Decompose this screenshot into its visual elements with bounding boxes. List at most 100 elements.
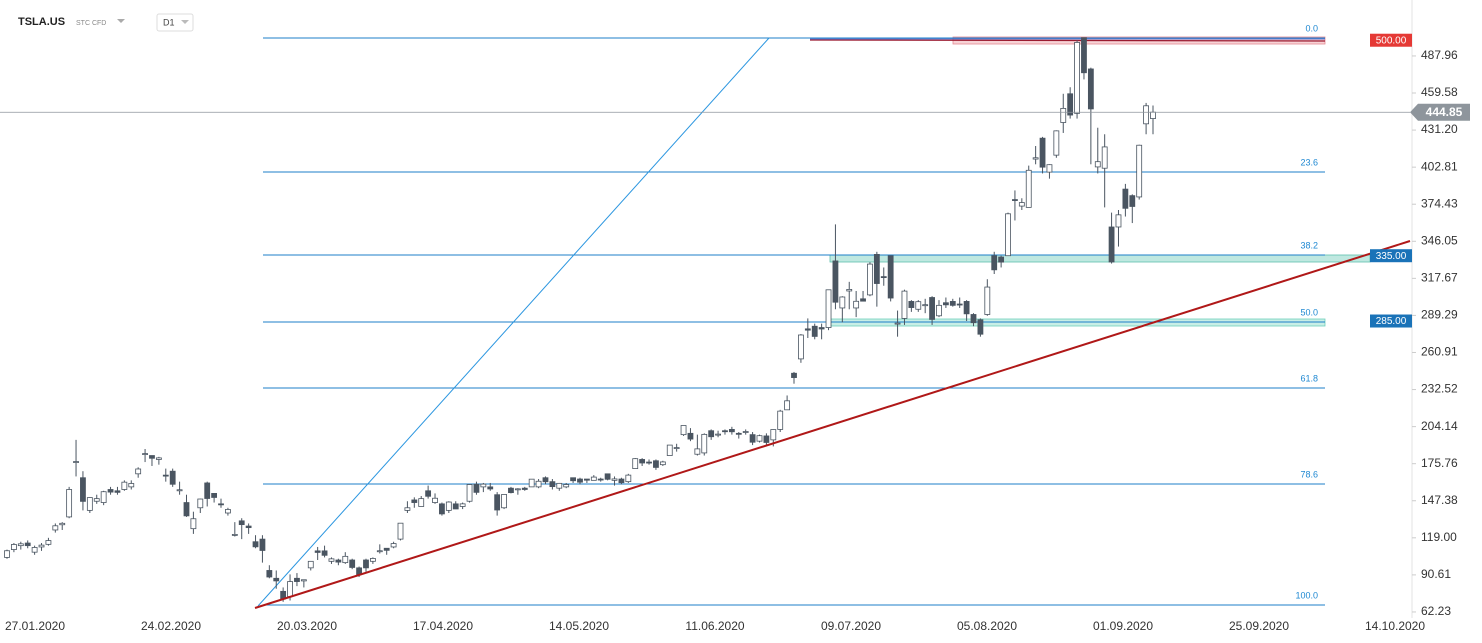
fib-label: 78.6 <box>1300 469 1318 479</box>
candle-body <box>1053 130 1060 156</box>
candle-body <box>1081 37 1087 74</box>
resistance-line <box>809 39 1326 42</box>
candle-body <box>259 538 266 551</box>
dropdown-arrow[interactable] <box>181 20 189 24</box>
candle-body <box>238 520 245 526</box>
candle-body <box>176 489 183 492</box>
candle-body <box>784 400 791 411</box>
candle-body <box>936 304 942 317</box>
candle-body <box>949 301 956 306</box>
candle-body <box>86 497 93 511</box>
candle-body <box>494 494 501 511</box>
support-zone <box>829 254 1371 263</box>
x-tick-label: 09.07.2020 <box>821 619 881 633</box>
candle-body <box>363 559 369 569</box>
x-tick-label: 17.04.2020 <box>413 619 473 633</box>
candle-body <box>735 432 742 435</box>
candle-body <box>307 560 314 569</box>
last-price-label: 444.85 <box>1426 105 1463 119</box>
candle-body <box>646 461 652 464</box>
candle-body <box>590 476 597 481</box>
candle-body <box>1012 199 1018 201</box>
candle-body <box>266 570 273 578</box>
candle-body <box>1060 107 1067 123</box>
candle-body <box>1094 161 1101 168</box>
candle-body <box>825 289 832 328</box>
interval[interactable]: D1 <box>163 17 175 27</box>
candle-body <box>197 498 204 509</box>
candle-body <box>673 447 680 449</box>
candle-body <box>908 301 915 308</box>
price-tag-label: 285.00 <box>1376 316 1407 327</box>
candle-body <box>287 581 293 597</box>
fib-label: 23.6 <box>1300 157 1318 167</box>
candle-body <box>991 255 998 271</box>
y-tick-label: 232.52 <box>1421 382 1458 396</box>
fib-trend <box>257 37 770 607</box>
candle-body <box>404 507 411 511</box>
candle-body <box>832 260 839 303</box>
candle-body <box>1039 137 1046 168</box>
candle-body <box>956 303 963 306</box>
candle-body <box>846 289 853 292</box>
candle-body <box>880 276 887 279</box>
candle-body <box>742 431 749 433</box>
candle-body <box>929 297 935 320</box>
last-price-tag <box>1410 103 1470 121</box>
candle-body <box>142 453 148 455</box>
x-tick-label: 20.03.2020 <box>277 619 337 633</box>
y-tick-label: 317.67 <box>1421 271 1458 285</box>
candle-body <box>80 477 86 502</box>
candle-body <box>618 478 625 484</box>
candle-body <box>632 458 639 469</box>
candle-body <box>73 461 79 463</box>
candle-body <box>121 481 128 490</box>
candle-body <box>728 429 735 433</box>
candle-body <box>666 444 673 456</box>
x-tick-label: 14.05.2020 <box>549 619 609 633</box>
candle-body <box>514 488 521 491</box>
candle-body <box>211 493 218 498</box>
x-tick-label: 27.01.2020 <box>5 619 65 633</box>
candle-body <box>169 470 176 485</box>
candle-body <box>397 522 404 540</box>
instrument-type[interactable]: STC CFD <box>76 20 106 27</box>
symbol: TSLA.US <box>18 16 65 28</box>
y-tick-label: 346.05 <box>1421 233 1458 247</box>
fib-label: 38.2 <box>1300 240 1318 250</box>
y-tick-label: 62.23 <box>1421 604 1451 618</box>
candle-body <box>970 314 977 324</box>
fib-label: 0.0 <box>1305 23 1318 33</box>
candle-body <box>625 474 632 483</box>
candle-body <box>756 435 763 442</box>
candle-body <box>349 559 356 568</box>
dropdown-arrow[interactable] <box>117 19 125 23</box>
candle-body <box>563 484 570 488</box>
candle-body <box>577 478 583 483</box>
candle-body <box>1143 105 1149 125</box>
candle-body <box>722 430 728 433</box>
candle-body <box>922 304 929 307</box>
candle-body <box>466 484 473 502</box>
x-tick-label: 24.02.2020 <box>141 619 201 633</box>
candle-body <box>528 478 535 488</box>
y-tick-label: 147.38 <box>1421 493 1458 507</box>
candle-body <box>1018 202 1025 207</box>
candle-body <box>694 448 701 455</box>
candle-body <box>328 558 335 562</box>
interval-select[interactable] <box>156 13 194 32</box>
candle-body <box>204 482 211 499</box>
candle-body <box>59 522 66 526</box>
candle-body <box>11 544 17 550</box>
candle-body <box>597 478 604 481</box>
candle-body <box>369 558 376 562</box>
candle-body <box>749 434 756 443</box>
candle-body <box>376 550 383 553</box>
candle-body <box>542 477 549 483</box>
candle-body <box>867 263 873 296</box>
candle-body <box>100 491 107 503</box>
candle-body <box>570 477 576 482</box>
y-tick-label: 90.61 <box>1421 567 1451 581</box>
